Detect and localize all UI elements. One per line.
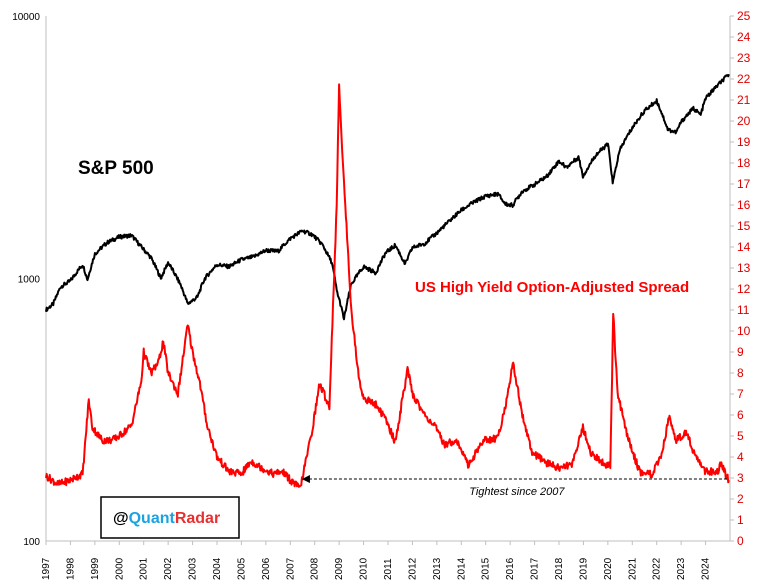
sp500-series-label: S&P 500 [78,158,154,179]
x-tick-label: 2003 [188,557,199,580]
x-tick-label: 2008 [310,557,321,580]
x-tick-label: 2009 [334,557,345,580]
x-tick-label: 2004 [212,557,223,580]
right-tick-label: 17 [737,177,751,191]
right-tick-label: 20 [737,114,751,128]
right-tick-label: 10 [737,324,751,338]
right-tick-label: 16 [737,198,751,212]
right-tick-label: 3 [737,471,744,485]
watermark-at: @ [113,510,129,527]
x-tick-label: 2019 [578,557,589,580]
hy-spread-series-label: US High Yield Option-Adjusted Spread [415,279,689,296]
right-tick-label: 9 [737,345,744,359]
x-tick-label: 2023 [676,557,687,580]
x-tick-label: 1997 [41,557,52,580]
x-tick-label: 2013 [432,557,443,580]
right-tick-label: 7 [737,387,744,401]
right-tick-label: 19 [737,135,751,149]
x-tick-label: 2010 [359,557,370,580]
x-tick-label: 2011 [383,558,394,580]
x-tick-label: 2020 [603,557,614,580]
x-tick-label: 2006 [261,557,272,580]
right-tick-label: 12 [737,282,751,296]
x-tick-label: 2022 [652,557,663,580]
right-tick-label: 15 [737,219,751,233]
x-tick-label: 2000 [114,557,125,580]
sp500-line [45,73,730,321]
right-tick-label: 18 [737,156,751,170]
x-tick-label: 2001 [139,557,150,580]
right-tick-label: 2 [737,492,744,506]
right-tick-label: 6 [737,408,744,422]
x-tick-label: 2021 [627,557,638,580]
x-tick-label: 2016 [505,557,516,580]
right-tick-label: 13 [737,261,751,275]
watermark-box [100,496,240,539]
right-axis-ticks: 0123456789101112131415161718192021222324… [730,9,751,548]
x-tick-label: 2018 [554,557,565,580]
right-tick-label: 4 [737,450,744,464]
watermark-text: @QuantRadar [113,510,220,527]
annotation-label: Tightest since 2007 [469,486,565,498]
right-tick-label: 14 [737,240,751,254]
right-tick-label: 25 [737,9,751,23]
x-tick-label: 2005 [236,557,247,580]
left-tick-label: 100 [23,537,40,548]
x-tick-label: 2015 [481,557,492,580]
right-tick-label: 1 [737,513,744,527]
x-tick-label: 1998 [65,557,76,580]
x-tick-label: 1999 [90,557,101,580]
watermark-radar: Radar [175,510,220,527]
right-tick-label: 22 [737,72,751,86]
x-tick-label: 2007 [285,557,296,580]
x-tick-label: 2017 [530,557,541,580]
series-layer [45,73,730,488]
left-axis-ticks: 100 1000 10000 [12,12,40,548]
x-tick-label: 2012 [407,557,418,580]
hy-spread-line [45,83,730,488]
x-tick-label: 2002 [163,557,174,580]
x-tick-label: 2024 [701,557,712,580]
x-tick-label: 2014 [456,557,467,580]
left-tick-label: 10000 [12,12,40,23]
left-tick-label: 1000 [18,275,41,286]
watermark-quant: Quant [129,510,176,527]
right-tick-label: 11 [737,303,750,317]
right-tick-label: 24 [737,30,751,44]
watermark: @QuantRadar [100,496,240,539]
x-axis-ticks: 1997 1998 1999 2000 2001 2002 2003 2004 2005 2006… [41,541,712,580]
right-tick-label: 8 [737,366,744,380]
right-tick-label: 23 [737,51,751,65]
right-tick-label: 21 [737,93,751,107]
right-tick-label: 5 [737,429,744,443]
right-tick-label: 0 [737,534,744,548]
